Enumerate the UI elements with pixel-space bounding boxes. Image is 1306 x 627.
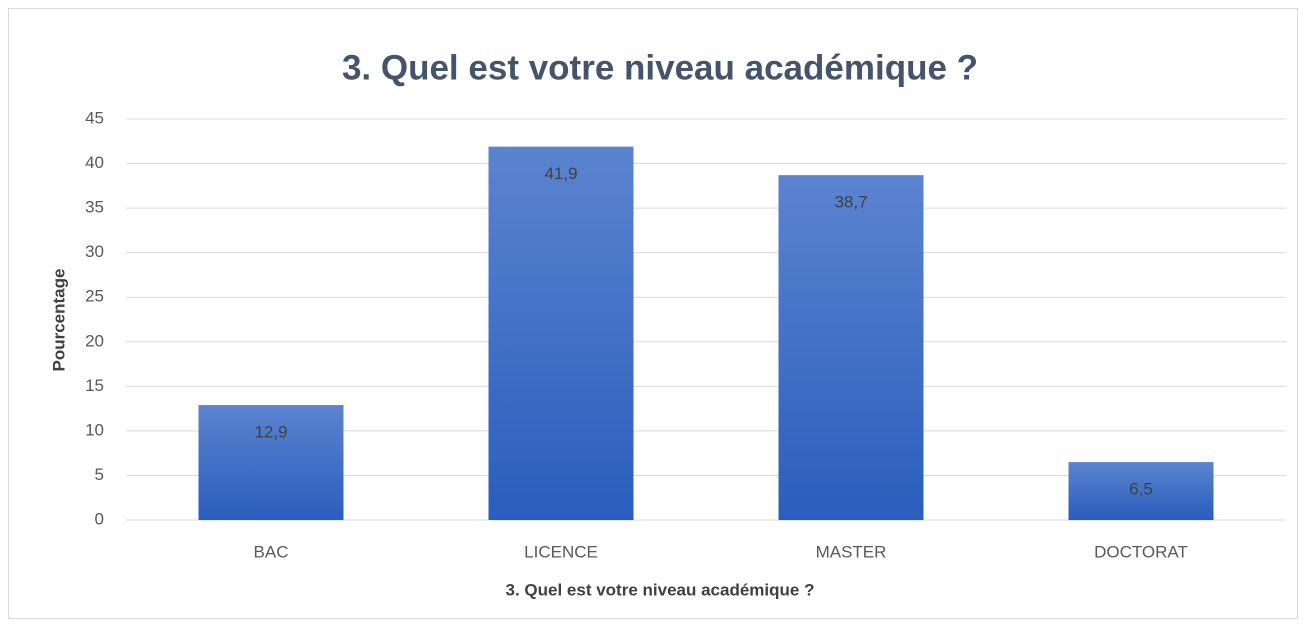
chart-border xyxy=(8,8,1298,619)
y-axis-label: Pourcentage xyxy=(49,269,68,372)
y-tick-label: 30 xyxy=(85,242,104,261)
y-tick-label: 35 xyxy=(85,198,104,217)
bar xyxy=(778,175,924,520)
x-tick-label: BAC xyxy=(254,542,289,561)
bar xyxy=(488,146,634,520)
data-label: 41,9 xyxy=(544,164,577,183)
y-tick-label: 25 xyxy=(85,287,104,306)
x-axis-label: 3. Quel est votre niveau académique ? xyxy=(506,580,815,599)
bar xyxy=(198,405,344,520)
data-label: 6,5 xyxy=(1129,480,1153,499)
y-tick-label: 20 xyxy=(85,331,104,350)
bar xyxy=(1068,462,1214,520)
y-tick-label: 0 xyxy=(95,509,104,528)
y-tick-label: 40 xyxy=(85,153,104,172)
x-tick-label: MASTER xyxy=(816,542,887,561)
y-tick-label: 10 xyxy=(85,420,104,439)
y-tick-label: 15 xyxy=(85,376,104,395)
x-tick-label: DOCTORAT xyxy=(1094,542,1188,561)
chart-title: 3. Quel est votre niveau académique ? xyxy=(342,48,978,87)
data-label: 38,7 xyxy=(834,193,867,212)
data-label: 12,9 xyxy=(254,423,287,442)
y-tick-label: 5 xyxy=(95,465,104,484)
x-tick-label: LICENCE xyxy=(524,542,598,561)
y-tick-label: 45 xyxy=(85,108,104,127)
